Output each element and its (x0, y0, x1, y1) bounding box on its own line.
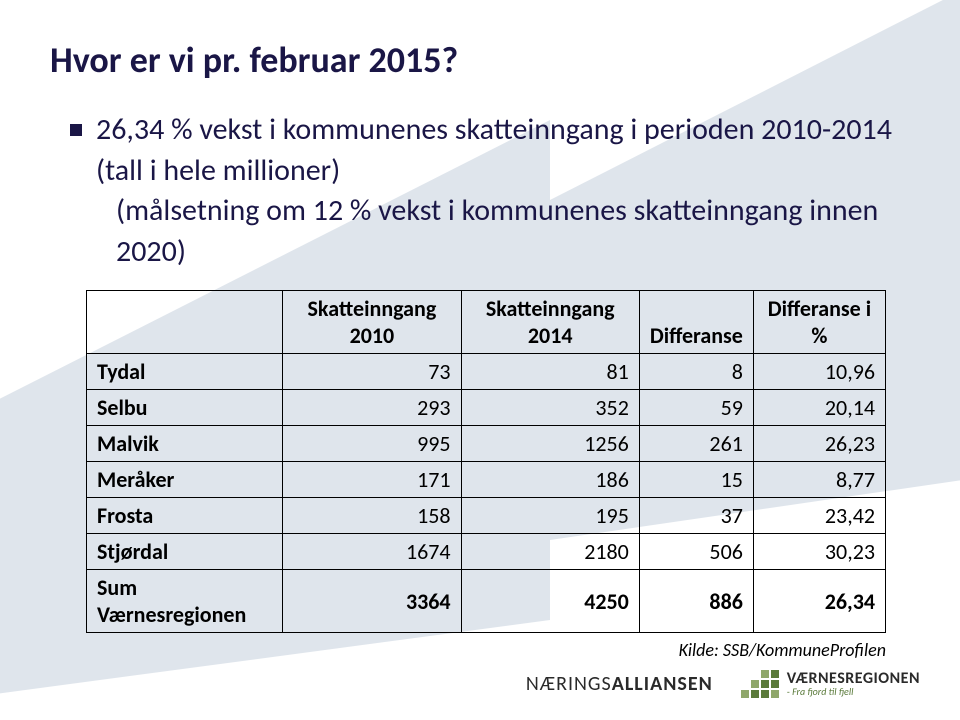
page-title: Hvor er vi pr. februar 2015? (50, 38, 910, 82)
row-2014: 2180 (461, 534, 639, 570)
row-2010: 171 (283, 462, 461, 498)
logo2-tagline: - Fra fjord til fjell (787, 687, 920, 697)
row-2014: 195 (461, 498, 639, 534)
bullet-marker (70, 124, 82, 136)
table-total-row: Sum Værnesregionen3364425088626,34 (87, 570, 886, 633)
table-row: Malvik995125626126,23 (87, 426, 886, 462)
total-2010: 3364 (283, 570, 461, 633)
row-diff: 15 (639, 462, 753, 498)
logo1-thin: NÆRINGS (526, 672, 612, 696)
data-table: Skatteinngang 2010 Skatteinngang 2014 Di… (86, 290, 886, 633)
row-pct: 23,42 (753, 498, 885, 534)
bullet-block: 26,34 % vekst i kommunenes skatteinngang… (70, 110, 910, 272)
logo1-bold: ALLIANSEN (612, 672, 713, 696)
bullet-line-1: 26,34 % vekst i kommunenes skatteinngang… (96, 110, 910, 191)
footer-logos: NÆRINGSALLIANSEN VÆRNESREGIONEN - Fra fj… (526, 670, 920, 698)
total-pct: 26,34 (753, 570, 885, 633)
total-diff: 886 (639, 570, 753, 633)
row-name: Frosta (87, 498, 283, 534)
col-diff: Differanse (639, 291, 753, 354)
row-2010: 293 (283, 390, 461, 426)
row-diff: 8 (639, 354, 753, 390)
row-2014: 81 (461, 354, 639, 390)
logo-vaernesregionen: VÆRNESREGIONEN - Fra fjord til fjell (741, 670, 920, 698)
row-2010: 995 (283, 426, 461, 462)
table-row: Meråker171186158,77 (87, 462, 886, 498)
row-pct: 10,96 (753, 354, 885, 390)
logo2-mark (741, 670, 779, 698)
row-diff: 37 (639, 498, 753, 534)
row-pct: 30,23 (753, 534, 885, 570)
row-name: Stjørdal (87, 534, 283, 570)
col-2014: Skatteinngang 2014 (461, 291, 639, 354)
table-row: Frosta1581953723,42 (87, 498, 886, 534)
row-diff: 261 (639, 426, 753, 462)
table-corner (87, 291, 283, 354)
table-header-row: Skatteinngang 2010 Skatteinngang 2014 Di… (87, 291, 886, 354)
table-row: Stjørdal1674218050630,23 (87, 534, 886, 570)
row-pct: 8,77 (753, 462, 885, 498)
row-2010: 158 (283, 498, 461, 534)
col-2010: Skatteinngang 2010 (283, 291, 461, 354)
row-2014: 186 (461, 462, 639, 498)
row-pct: 20,14 (753, 390, 885, 426)
row-2010: 73 (283, 354, 461, 390)
bullet-line-2: (målsetning om 12 % vekst i kommunenes s… (116, 191, 910, 272)
row-diff: 59 (639, 390, 753, 426)
row-pct: 26,23 (753, 426, 885, 462)
row-2014: 352 (461, 390, 639, 426)
table-row: Selbu2933525920,14 (87, 390, 886, 426)
row-name: Malvik (87, 426, 283, 462)
total-name: Sum Værnesregionen (87, 570, 283, 633)
source-line: Kilde: SSB/KommuneProfilen (86, 639, 886, 661)
row-name: Tydal (87, 354, 283, 390)
row-2014: 1256 (461, 426, 639, 462)
table-row: Tydal7381810,96 (87, 354, 886, 390)
row-2010: 1674 (283, 534, 461, 570)
col-diff-pct: Differanse i % (753, 291, 885, 354)
total-2014: 4250 (461, 570, 639, 633)
logo-naeringsalliansen: NÆRINGSALLIANSEN (526, 672, 713, 696)
row-diff: 506 (639, 534, 753, 570)
row-name: Selbu (87, 390, 283, 426)
row-name: Meråker (87, 462, 283, 498)
